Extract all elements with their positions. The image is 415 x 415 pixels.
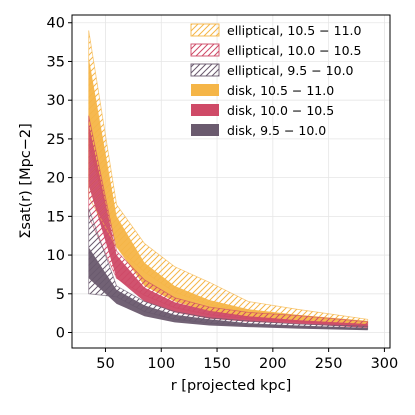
x-tick-label: 300 xyxy=(371,356,399,372)
x-tick-label: 250 xyxy=(315,356,343,372)
y-tick-label: 5 xyxy=(56,287,65,303)
x-tick-label: 50 xyxy=(96,356,114,372)
legend-swatch xyxy=(190,43,220,57)
legend-swatch xyxy=(190,23,220,37)
y-tick-label: 40 xyxy=(47,16,65,32)
x-tick-label: 100 xyxy=(147,356,175,372)
y-axis-ticks: 0 5 10 15 20 25 30 35 40 xyxy=(47,16,72,342)
legend-label: disk, 10.0 − 10.5 xyxy=(227,103,334,118)
legend-label: disk, 10.5 − 11.0 xyxy=(227,83,334,98)
y-axis-label: Σsat(r) [Mpc−2] xyxy=(18,123,34,239)
legend-swatch xyxy=(190,63,220,77)
legend-label: elliptical, 10.0 − 10.5 xyxy=(227,43,361,58)
legend-entry: elliptical, 10.5 − 11.0 xyxy=(190,23,362,38)
x-axis-ticks: 50 100 150 200 250 300 xyxy=(96,348,398,372)
legend-entry: disk, 10.0 − 10.5 xyxy=(191,103,334,118)
y-tick-label: 25 xyxy=(47,132,65,148)
x-axis-label: r [projected kpc] xyxy=(171,378,292,394)
series-bands xyxy=(88,30,369,331)
y-tick-label: 35 xyxy=(47,54,65,70)
y-tick-label: 10 xyxy=(47,248,65,264)
y-tick-label: 0 xyxy=(56,326,65,342)
elliptical-band-2 xyxy=(88,208,369,330)
legend-entry: elliptical, 10.0 − 10.5 xyxy=(190,43,361,58)
legend-swatch xyxy=(191,124,219,136)
legend-label: disk, 9.5 − 10.0 xyxy=(227,123,326,138)
legend-swatch xyxy=(191,104,219,116)
y-tick-label: 15 xyxy=(47,209,65,225)
legend-entry: disk, 10.5 − 11.0 xyxy=(191,83,334,98)
legend-label: elliptical, 9.5 − 10.0 xyxy=(227,63,354,78)
x-tick-label: 200 xyxy=(259,356,287,372)
legend-label: elliptical, 10.5 − 11.0 xyxy=(227,23,362,38)
grid xyxy=(72,15,390,348)
legend-entry: disk, 9.5 − 10.0 xyxy=(191,123,326,138)
plot-frame xyxy=(71,14,391,349)
legend-swatch xyxy=(191,84,219,96)
x-tick-label: 150 xyxy=(203,356,231,372)
legend: elliptical, 10.5 − 11.0 elliptical, 10.0 … xyxy=(190,23,362,138)
y-tick-label: 30 xyxy=(47,93,65,109)
legend-entry: elliptical, 9.5 − 10.0 xyxy=(190,63,354,78)
y-tick-label: 20 xyxy=(47,171,65,187)
